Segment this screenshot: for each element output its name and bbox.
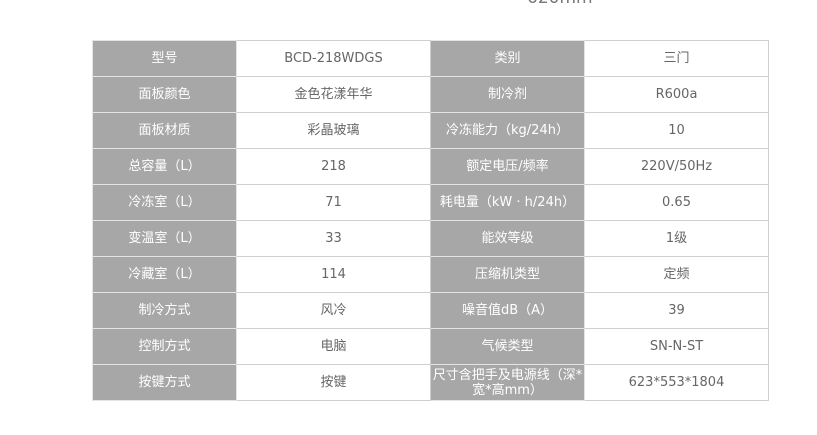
spec-row: 冷冻室（L） 71 耗电量（kW · h/24h） 0.65 [92,184,769,221]
spec-value: 电脑 [236,328,431,365]
spec-value: 按键 [236,364,431,401]
spec-label: 压缩机类型 [430,256,585,293]
spec-value: 623*553*1804 [584,364,769,401]
spec-label: 冷冻能力（kg/24h） [430,112,585,149]
spec-value: 39 [584,292,769,329]
spec-value: 71 [236,184,431,221]
spec-label: 总容量（L） [92,148,237,185]
spec-row: 总容量（L） 218 额定电压/频率 220V/50Hz [92,148,769,185]
spec-label: 型号 [92,40,237,77]
spec-table: 型号 BCD-218WDGS 类别 三门 面板颜色 金色花漾年华 制冷剂 R600a 面板材质彩… [92,40,769,401]
spec-label: 制冷方式 [92,292,237,329]
spec-label: 控制方式 [92,328,237,365]
spec-value: 114 [236,256,431,293]
spec-label: 噪音值dB（A） [430,292,585,329]
spec-value: 彩晶玻璃 [236,112,431,149]
spec-row: 变温室（L） 33 能效等级 1级 [92,220,769,257]
spec-row: 按键方式 按键 尺寸含把手及电源线（深*宽*高mm） 623*553*1804 [92,364,769,401]
spec-row: 制冷方式 风冷 噪音值dB（A） 39 [92,292,769,329]
spec-label: 冷冻室（L） [92,184,237,221]
spec-value: BCD-218WDGS [236,40,431,77]
spec-label: 冷藏室（L） [92,256,237,293]
spec-label: 尺寸含把手及电源线（深*宽*高mm） [430,364,585,401]
spec-label: 按键方式 [92,364,237,401]
spec-value: 风冷 [236,292,431,329]
spec-row: 面板材质 彩晶玻璃 冷冻能力（kg/24h） 10 [92,112,769,149]
spec-label: 类别 [430,40,585,77]
spec-row: 控制方式 电脑 气候类型 SN-N-ST [92,328,769,365]
spec-value: 三门 [584,40,769,77]
spec-value: 定频 [584,256,769,293]
spec-label: 能效等级 [430,220,585,257]
spec-value: 0.65 [584,184,769,221]
spec-row: 冷藏室（L） 114 压缩机类型 定频 [92,256,769,293]
spec-value: R600a [584,76,769,113]
spec-label: 制冷剂 [430,76,585,113]
spec-value: 10 [584,112,769,149]
spec-row: 面板颜色 金色花漾年华 制冷剂 R600a [92,76,769,113]
spec-value: 220V/50Hz [584,148,769,185]
spec-value: 1级 [584,220,769,257]
spec-value: 218 [236,148,431,185]
spec-value: SN-N-ST [584,328,769,365]
spec-row: 型号 BCD-218WDGS 类别 三门 [92,40,769,77]
spec-label: 面板材质 [92,112,237,149]
spec-label: 面板颜色 [92,76,237,113]
spec-label: 气候类型 [430,328,585,365]
spec-label: 耗电量（kW · h/24h） [430,184,585,221]
spec-value: 金色花漾年华 [236,76,431,113]
partial-dimension-label: 620mm [527,0,593,8]
spec-label: 变温室（L） [92,220,237,257]
spec-value: 33 [236,220,431,257]
spec-label: 额定电压/频率 [430,148,585,185]
